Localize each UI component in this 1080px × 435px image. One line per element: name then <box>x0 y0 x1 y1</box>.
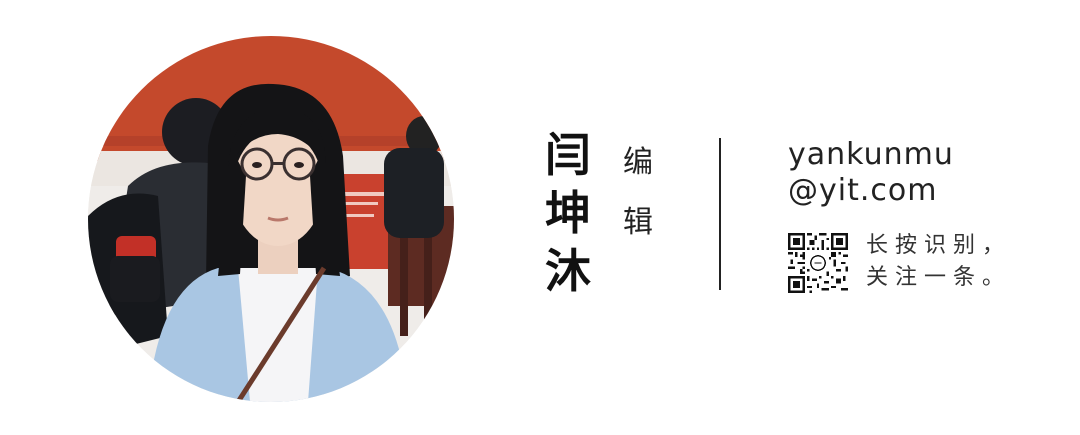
editor-role-char: 编 <box>623 145 653 180</box>
email-line-user: yankunmu <box>788 137 954 172</box>
editor-name: 闫 坤 沐 <box>540 126 596 300</box>
editor-email[interactable]: yankunmu @yit.com <box>788 137 954 209</box>
editor-name-char: 闫 <box>545 128 591 182</box>
vertical-divider <box>719 138 721 290</box>
portrait-photo <box>88 36 454 402</box>
qr-caption-line: 长按识别， <box>866 233 1012 258</box>
email-line-domain: @yit.com <box>788 173 938 208</box>
editor-portrait <box>88 36 454 402</box>
qr-caption-line: 关注一条。 <box>866 265 1012 290</box>
qr-code-icon[interactable] <box>788 233 848 293</box>
qr-caption: 长按识别， 关注一条。 <box>866 230 1011 294</box>
editor-name-char: 沐 <box>545 244 591 298</box>
editor-name-char: 坤 <box>545 186 591 240</box>
editor-role: 编 辑 <box>618 133 658 253</box>
editor-role-char: 辑 <box>623 205 653 240</box>
